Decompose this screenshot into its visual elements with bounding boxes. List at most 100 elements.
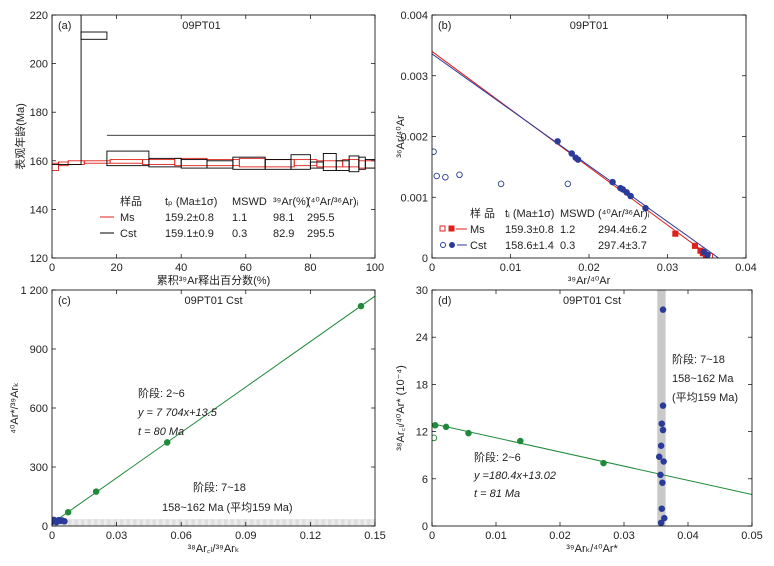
- y-tick-label: 6: [422, 474, 428, 486]
- band-hatch: [247, 519, 250, 526]
- x-tick-label: 80: [304, 262, 316, 274]
- data-point: [357, 302, 365, 310]
- chart-title: 09PT01 Cst: [184, 295, 242, 307]
- band-hatch: [123, 519, 127, 526]
- chart-panel-2: 0 0.01 0.02 0.03 0.04 0 0.001 0.002 0.003 0.004 (b…: [395, 10, 757, 287]
- age-step-cst: [348, 155, 360, 173]
- band-hatch: [162, 519, 166, 526]
- data-point: [517, 437, 524, 445]
- age-step-ms: [58, 161, 69, 167]
- data-point: [672, 230, 679, 237]
- plot-frame: [431, 14, 747, 259]
- table-cell: Cst: [120, 228, 137, 240]
- band-hatch: [260, 519, 263, 526]
- annotation-age-a: t = 80 Ma: [138, 426, 184, 438]
- y-tick-label: 0: [42, 521, 48, 533]
- table-header: MSWD: [560, 208, 595, 220]
- age-step-cst: [358, 156, 366, 170]
- chart-panel-1: 0 20 40 60 80 100 120 140 160 180 200 220 (a) 09PT01 累…: [13, 10, 384, 287]
- band-hatch: [273, 519, 276, 526]
- chart-panel-3: 0 0.03 0.06 0.09 0.12 0.15 0 300 600 900 1 200 (c) 0…: [9, 285, 386, 555]
- y-tick-label: 120: [30, 253, 48, 265]
- data-point: [659, 479, 666, 486]
- data-point: [432, 434, 438, 442]
- band-hatch: [84, 519, 88, 526]
- data-point: [659, 402, 667, 409]
- band-hatch: [227, 519, 231, 526]
- band-hatch: [286, 519, 289, 526]
- data-point: [609, 178, 616, 186]
- data-point: [568, 150, 575, 157]
- band-hatch: [104, 519, 107, 526]
- panel-label: (a): [58, 20, 71, 32]
- y-tick-label: 600: [30, 403, 48, 415]
- data-point: [432, 422, 439, 429]
- age-step-ms: [264, 159, 295, 168]
- annotation-age-a: t = 81 Ma: [474, 488, 520, 500]
- data-point: [661, 514, 668, 522]
- data-point: [659, 306, 667, 313]
- annotation-age-b: 158~162 Ma (平均159 Ma): [162, 501, 293, 514]
- age-step-cst: [80, 31, 108, 40]
- y-tick-label: 0: [422, 253, 428, 265]
- table-cell: 158.6±1.4: [505, 240, 554, 252]
- age-step-ms: [238, 157, 266, 168]
- panel-label: (c): [58, 295, 71, 307]
- table-cell: 98.1: [273, 212, 294, 224]
- x-tick-label: 0.01: [500, 262, 521, 274]
- table-cell: 297.4±3.7: [598, 240, 647, 252]
- age-step-cst: [180, 159, 208, 169]
- y-tick-label: 220: [30, 10, 48, 22]
- fit-line: [52, 295, 375, 524]
- band-hatch: [279, 519, 283, 526]
- y-tick-label: 0.002: [400, 132, 428, 144]
- band-hatch: [234, 519, 237, 526]
- band-hatch: [338, 519, 341, 526]
- table-header: MSWD: [232, 196, 267, 208]
- x-tick-label: 0.02: [578, 262, 599, 274]
- y-tick-label: 900: [30, 344, 48, 356]
- y-axis-label: ³⁸Ar꜀ₗ/⁴⁰Ar* (10⁻⁴): [395, 365, 407, 451]
- x-tick-label: 0: [49, 530, 55, 542]
- chart-title: 09PT01 Cst: [563, 295, 621, 307]
- table-cell: 159.3±0.8: [505, 224, 554, 236]
- table-header: (⁴⁰Ar/³⁶Ar)ᵢ: [307, 196, 359, 208]
- band-hatch: [318, 519, 322, 526]
- data-point: [574, 156, 582, 163]
- band-hatch: [110, 519, 114, 526]
- x-tick-label: 0.04: [735, 262, 756, 274]
- y-axis-label: ⁴⁰Ar*/³⁹Arₖ: [9, 382, 21, 434]
- plot-area: [52, 15, 375, 173]
- data-point: [456, 171, 463, 179]
- data-point: [564, 180, 572, 188]
- plot-frame: [431, 289, 753, 527]
- plot-area: [432, 290, 752, 526]
- annotation-age-b: 158~162 Ma: [672, 373, 734, 385]
- fit-line: [432, 423, 752, 496]
- table-cell: 295.5: [307, 212, 335, 224]
- y-axis-label: 表观年龄(Ma): [13, 103, 27, 170]
- x-tick-label: 40: [175, 262, 187, 274]
- data-point: [163, 439, 171, 446]
- data-point: [657, 471, 664, 479]
- band-hatch: [195, 519, 198, 526]
- y-tick-label: 300: [30, 462, 48, 474]
- y-tick-label: 0.003: [400, 71, 428, 83]
- table-cell: 159.1±0.9: [165, 228, 214, 240]
- band-hatch: [364, 519, 367, 526]
- data-point: [53, 518, 60, 526]
- age-step-cst: [206, 160, 234, 169]
- data-point: [61, 518, 68, 525]
- age-step-cst: [322, 153, 337, 171]
- x-tick-label: 0.02: [549, 530, 570, 542]
- data-point: [432, 148, 437, 155]
- data-point: [642, 204, 649, 212]
- table-header: ³⁹Ar(%): [273, 196, 309, 208]
- annotation-equation: y =180.4x+13.02: [473, 470, 556, 482]
- age-step-ms: [83, 160, 111, 164]
- data-point: [659, 426, 667, 434]
- table-cell: Ms: [470, 224, 485, 236]
- y-tick-label: 0.001: [400, 192, 428, 204]
- band-hatch: [91, 519, 94, 526]
- data-point: [465, 429, 472, 437]
